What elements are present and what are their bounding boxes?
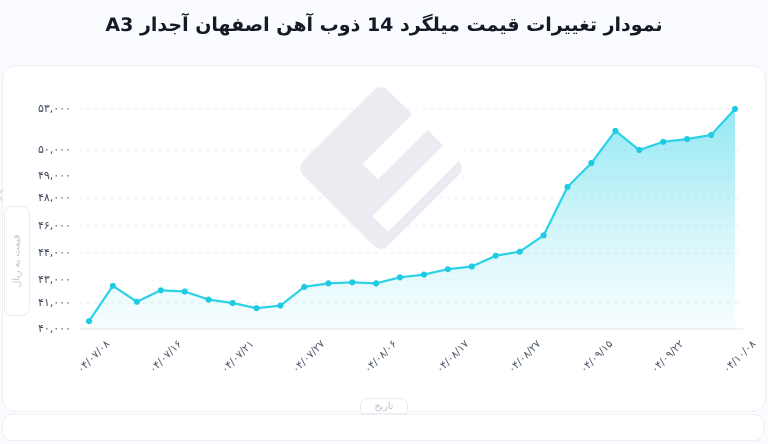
y-axis-tick-label: ۴۳,۰۰۰ [37, 273, 71, 286]
data-point-marker [301, 283, 308, 290]
y-axis-tick-label: ۵۳,۰۰۰ [37, 102, 71, 115]
price-line [87, 107, 737, 323]
y-axis-tick-label: ۵۰,۰۰۰ [37, 143, 71, 156]
data-point-marker [492, 252, 499, 259]
data-point-marker [636, 146, 643, 154]
data-point-marker [373, 280, 380, 287]
data-point-marker [684, 136, 691, 143]
data-point-marker [731, 105, 739, 113]
data-point-marker [133, 298, 140, 305]
y-axis-tick-label: ۴۰,۰۰۰ [37, 322, 71, 335]
page-title: نمودار تغییرات قیمت میلگرد 14 ذوب آهن اص… [105, 14, 663, 36]
data-point-marker [181, 288, 188, 295]
data-point-marker [612, 127, 619, 134]
data-point-marker [229, 299, 236, 307]
data-point-marker [588, 159, 595, 167]
data-point-marker [540, 232, 547, 239]
data-point-marker [277, 302, 284, 309]
data-point-marker [444, 266, 451, 273]
data-point-marker [420, 271, 428, 278]
area-fill [89, 109, 735, 329]
y-axis-tick-label: ۴۹,۰۰۰ [37, 169, 71, 182]
data-point-marker [109, 282, 116, 289]
x-axis-title: تاریخ [374, 401, 394, 412]
x-axis-title-badge: تاریخ [360, 398, 408, 414]
data-point-marker [708, 131, 715, 139]
data-point-marker [564, 183, 571, 191]
data-point-marker [660, 138, 667, 145]
watermark-logo [300, 87, 466, 249]
y-axis-tick-label: ۴۴,۰۰۰ [37, 246, 71, 259]
data-point-marker [468, 263, 475, 270]
y-axis-tick-label: ۴۱,۰۰۰ [37, 296, 71, 309]
data-point-marker [253, 305, 260, 312]
price-line-chart[interactable] [3, 66, 767, 413]
y-axis-title-badge: قیمت به ریال [4, 206, 30, 316]
data-point-marker [516, 248, 523, 255]
y-axis-tick-label: ۴۸,۰۰۰ [37, 191, 71, 204]
y-axis-tick-label: ۴۶,۰۰۰ [37, 219, 71, 232]
data-point-marker [157, 287, 164, 294]
data-point-marker [325, 280, 332, 287]
plot-area[interactable]: ۴۰,۰۰۰ ۴۱,۰۰۰ ۴۳,۰۰۰ ۴۴,۰۰۰ ۴۶,۰۰۰ ۴۸,۰۰۰ ۴۹,۰… [3, 66, 767, 413]
y-axis-title: قیمت به ریال [11, 234, 23, 288]
data-point-marker [396, 274, 404, 281]
carousel-prev-icon[interactable]: ‹ [0, 180, 6, 210]
bottom-section-card [2, 414, 764, 441]
chart-card: ۴۰,۰۰۰ ۴۱,۰۰۰ ۴۳,۰۰۰ ۴۴,۰۰۰ ۴۶,۰۰۰ ۴۸,۰۰۰ ۴۹,۰… [2, 65, 766, 412]
data-point-marker [349, 279, 356, 286]
data-point-marker [85, 318, 93, 325]
data-point-marker [205, 296, 212, 303]
